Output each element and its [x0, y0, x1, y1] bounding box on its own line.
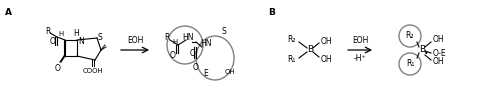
Text: H: H [172, 39, 178, 45]
Text: •: • [424, 48, 428, 58]
Text: EOH: EOH [352, 36, 368, 45]
Text: O: O [170, 50, 176, 60]
Text: OH: OH [433, 58, 444, 67]
Text: HN: HN [182, 34, 194, 43]
Text: B: B [268, 8, 275, 17]
Text: OH: OH [321, 55, 332, 63]
Text: R₂: R₂ [406, 31, 414, 41]
Text: EOH: EOH [127, 36, 143, 45]
Text: B: B [419, 46, 425, 55]
Text: H: H [73, 29, 79, 38]
Text: S: S [98, 33, 103, 41]
Text: S: S [222, 27, 227, 36]
Text: OH: OH [225, 69, 235, 75]
Text: R₁: R₁ [288, 55, 296, 65]
Text: O: O [190, 50, 196, 58]
Text: OH: OH [321, 36, 332, 46]
Text: H: H [58, 31, 64, 37]
Text: HN: HN [200, 39, 211, 48]
Text: R: R [46, 26, 51, 36]
Text: N: N [78, 36, 84, 46]
Text: OH: OH [433, 36, 444, 45]
Text: R₁: R₁ [406, 60, 414, 69]
Text: O: O [50, 38, 56, 46]
Text: E: E [203, 70, 208, 79]
Text: O-E: O-E [433, 48, 446, 58]
Text: -H⁺: -H⁺ [354, 54, 366, 63]
Text: COOH: COOH [82, 68, 103, 74]
Text: R₂: R₂ [288, 36, 296, 45]
Text: R: R [164, 33, 170, 41]
Text: O: O [55, 64, 61, 73]
Text: B: B [307, 46, 313, 55]
Text: A: A [5, 8, 12, 17]
Text: O: O [193, 63, 199, 72]
